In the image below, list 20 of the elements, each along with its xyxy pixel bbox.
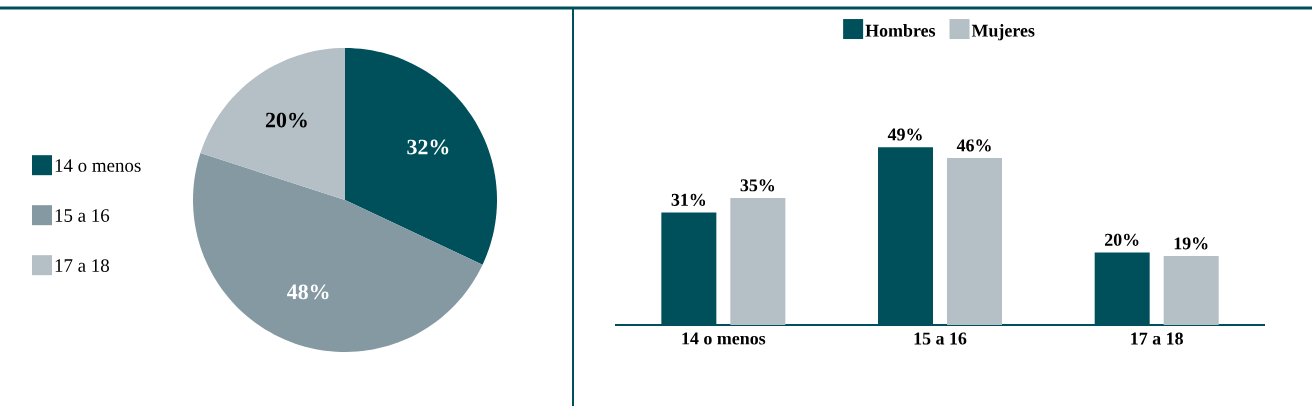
data-label: 48% [287,284,329,300]
x-tick-label: 15 a 16 [914,332,967,345]
x-tick-label: 17 a 18 [1131,332,1183,345]
bar [1163,256,1219,325]
data-label: 32% [407,139,449,155]
legend-label: Hombres [865,24,936,37]
bar [730,197,786,325]
legend-label: 17 a 18 [55,259,109,272]
data-label: 35% [740,179,775,192]
legend-label: 15 a 16 [55,209,110,222]
data-label: 46% [956,139,991,152]
x-tick-label: 14 o menos [682,332,766,345]
data-label: 20% [265,112,307,128]
data-label: 19% [1174,237,1208,250]
data-label: 49% [887,128,922,141]
bar [947,158,1003,325]
legend-label: Mujeres [971,24,1035,41]
legend-label: 14 o menos [55,159,141,172]
data-label: 31% [671,193,706,206]
data-label: 20% [1105,233,1139,246]
